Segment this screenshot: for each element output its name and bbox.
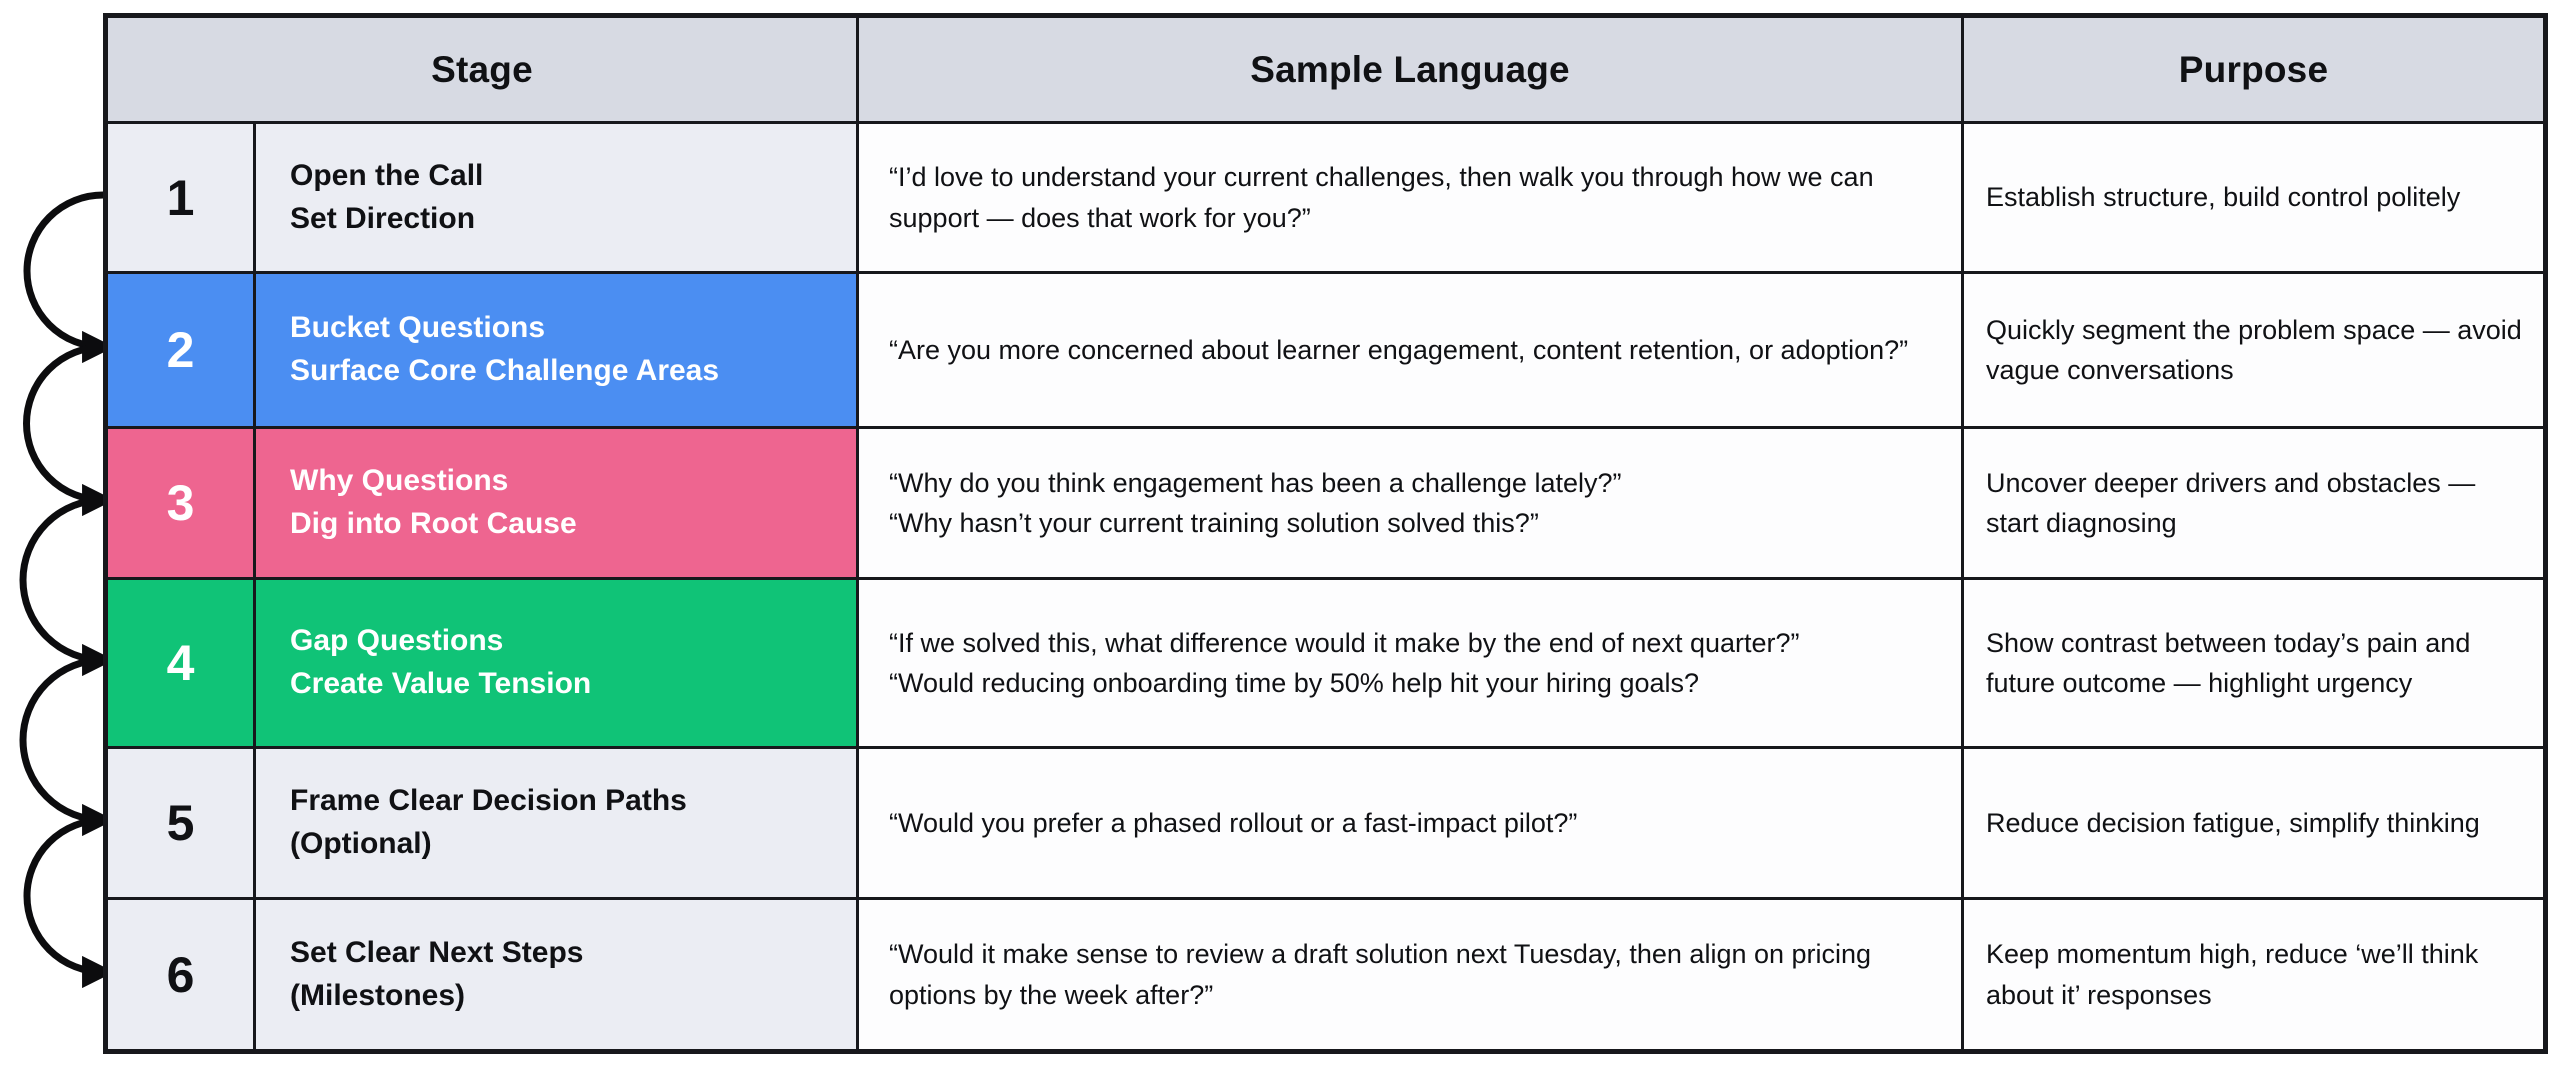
purpose-text: Keep momentum high, reduce ‘we’ll think … bbox=[1961, 897, 2548, 1053]
stage-title: Bucket Questions Surface Core Challenge A… bbox=[252, 271, 860, 429]
sample-language-line: “Would it make sense to review a draft s… bbox=[889, 939, 1872, 1010]
purpose-text: Reduce decision fatigue, simplify thinki… bbox=[1961, 746, 2548, 900]
table-row: 5 Frame Clear Decision Paths (Optional) “… bbox=[104, 746, 2548, 900]
purpose-text: Establish structure, build control polit… bbox=[1961, 121, 2548, 274]
stage-title: Set Clear Next Steps (Milestones) bbox=[252, 897, 860, 1053]
stage-number: 2 bbox=[104, 271, 256, 429]
stage-number: 6 bbox=[104, 897, 256, 1053]
table-row: 6 Set Clear Next Steps (Milestones) “Woul… bbox=[104, 897, 2548, 1053]
column-header-purpose: Purpose bbox=[1961, 14, 2548, 124]
table-row: 3 Why Questions Dig into Root Cause “Why … bbox=[104, 426, 2548, 580]
stage-title-line: Dig into Root Cause bbox=[290, 507, 577, 540]
sample-language: “Would it make sense to review a draft s… bbox=[856, 897, 1965, 1053]
stage-number: 1 bbox=[104, 121, 256, 274]
stage-title-line: (Optional) bbox=[290, 827, 432, 860]
purpose-text: Uncover deeper drivers and obstacles — s… bbox=[1961, 426, 2548, 580]
stage-title-line: (Milestones) bbox=[290, 978, 466, 1012]
stage-title-line: Surface Core Challenge Areas bbox=[290, 354, 720, 387]
stage-title-line: Set Direction bbox=[290, 201, 476, 235]
sample-language-line: “Would reducing onboarding time by 50% h… bbox=[889, 668, 1700, 698]
column-header-stage: Stage bbox=[103, 14, 860, 124]
column-header-sample-language: Sample Language bbox=[856, 14, 1965, 124]
stage-number: 5 bbox=[104, 746, 256, 900]
stage-title-line: Gap Questions bbox=[290, 624, 504, 658]
sample-language-line: “Why hasn’t your current training soluti… bbox=[889, 508, 1539, 538]
stage-number: 4 bbox=[104, 577, 256, 749]
sample-language-line: “Why do you think engagement has been a … bbox=[889, 467, 1622, 498]
sample-language-line: “Would you prefer a phased rollout or a … bbox=[889, 807, 1578, 838]
header-row: Stage Sample Language Purpose bbox=[103, 14, 2548, 124]
stage-title-line: Open the Call bbox=[290, 158, 484, 192]
stage-title: Gap Questions Create Value Tension bbox=[252, 577, 860, 749]
arrow-stage3-to-stage4 bbox=[19, 496, 115, 677]
stage-title: Why Questions Dig into Root Cause bbox=[252, 426, 860, 580]
sample-language: “If we solved this, what difference woul… bbox=[856, 577, 1965, 749]
arrow-stage5-to-stage6 bbox=[23, 816, 115, 989]
sample-language: “I’d love to understand your current cha… bbox=[856, 121, 1965, 274]
purpose-text: Show contrast between today’s pain and f… bbox=[1961, 577, 2548, 749]
stage-title-line: Frame Clear Decision Paths bbox=[290, 784, 687, 818]
purpose-text: Quickly segment the problem space — avoi… bbox=[1961, 271, 2548, 429]
sample-language-line: “Are you more concerned about learner en… bbox=[889, 334, 1909, 365]
sample-language: “Why do you think engagement has been a … bbox=[856, 426, 1965, 580]
arrow-stage2-to-stage3 bbox=[23, 343, 115, 517]
arrow-stage4-to-stage5 bbox=[19, 656, 115, 837]
stage-title-line: Set Clear Next Steps bbox=[290, 935, 584, 969]
stage-number: 3 bbox=[104, 426, 256, 580]
stage-table: Stage Sample Language Purpose 1 Open the… bbox=[103, 13, 2549, 1054]
stage-title: Frame Clear Decision Paths (Optional) bbox=[252, 746, 860, 900]
stage-title-line: Bucket Questions bbox=[290, 311, 546, 345]
table-row: 2 Bucket Questions Surface Core Challenge… bbox=[104, 271, 2548, 429]
stage-title: Open the Call Set Direction bbox=[252, 121, 860, 274]
sample-language: “Are you more concerned about learner en… bbox=[856, 271, 1965, 429]
sample-language-line: “If we solved this, what difference woul… bbox=[889, 627, 1800, 658]
stage-title-line: Why Questions bbox=[290, 464, 509, 498]
table-row: 4 Gap Questions Create Value Tension “If … bbox=[104, 577, 2548, 749]
table-row: 1 Open the Call Set Direction “I’d love t… bbox=[104, 121, 2548, 274]
stage-title-line: Create Value Tension bbox=[290, 667, 592, 700]
sample-language: “Would you prefer a phased rollout or a … bbox=[856, 746, 1965, 900]
sample-language-line: “I’d love to understand your current cha… bbox=[889, 162, 1874, 233]
arrow-stage1-to-stage2 bbox=[23, 191, 115, 364]
